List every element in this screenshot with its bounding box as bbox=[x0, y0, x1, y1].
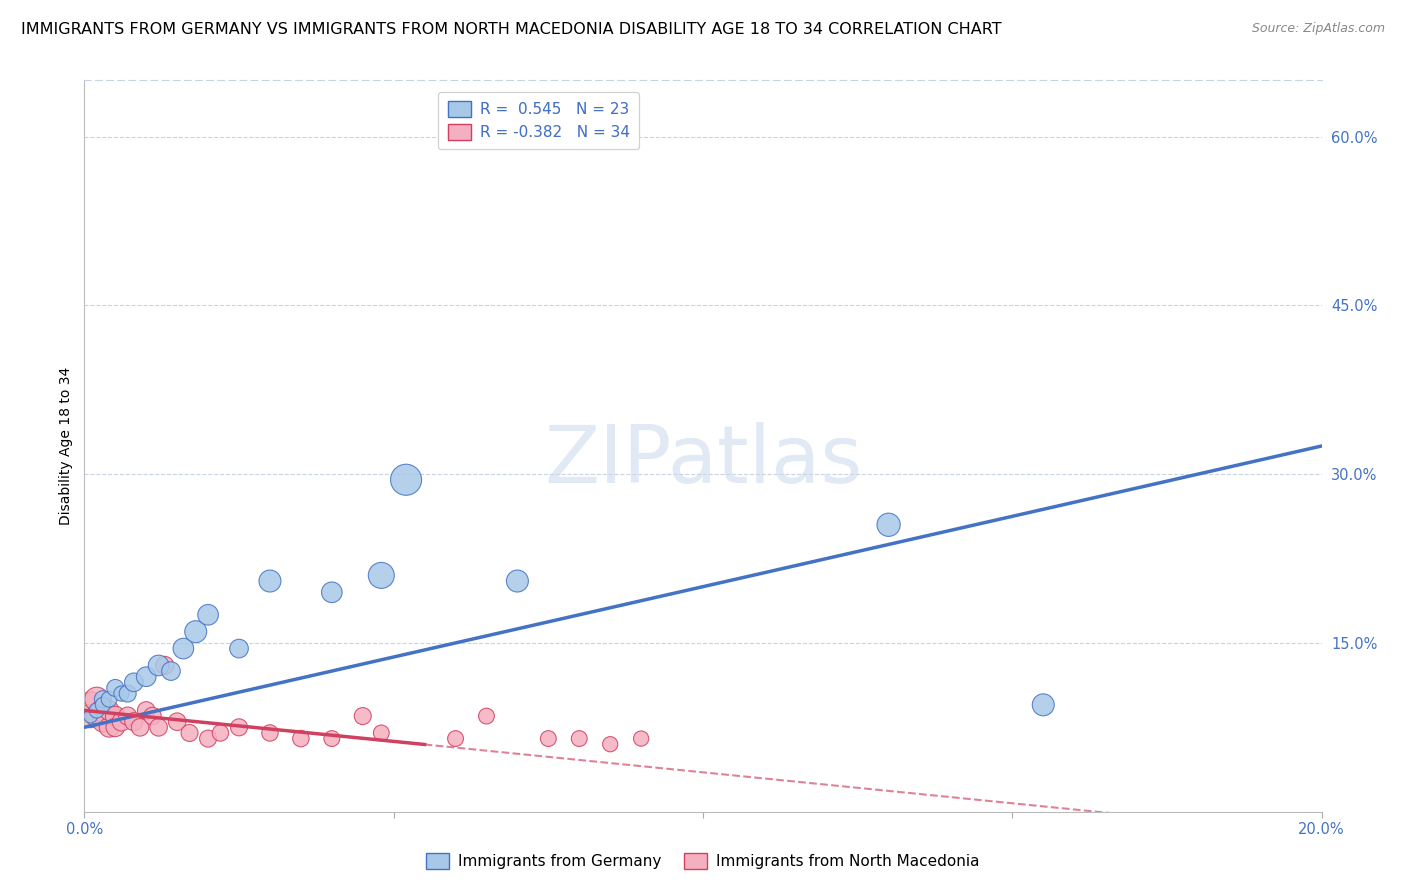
Point bbox=[98, 720, 121, 734]
Y-axis label: Disability Age 18 to 34: Disability Age 18 to 34 bbox=[59, 367, 73, 525]
Point bbox=[91, 714, 114, 729]
Point bbox=[153, 658, 176, 673]
Point bbox=[122, 675, 145, 690]
Point bbox=[228, 720, 250, 734]
Point bbox=[568, 731, 591, 746]
Point bbox=[370, 726, 392, 740]
Point bbox=[135, 703, 157, 717]
Point bbox=[79, 709, 101, 723]
Point bbox=[122, 714, 145, 729]
Point bbox=[91, 703, 114, 717]
Point bbox=[141, 709, 163, 723]
Point bbox=[475, 709, 498, 723]
Point bbox=[537, 731, 560, 746]
Point bbox=[290, 731, 312, 746]
Point bbox=[79, 698, 101, 712]
Point bbox=[148, 658, 170, 673]
Point bbox=[79, 709, 101, 723]
Point bbox=[630, 731, 652, 746]
Point bbox=[197, 607, 219, 622]
Point bbox=[877, 517, 900, 532]
Point bbox=[104, 681, 127, 695]
Point bbox=[104, 709, 127, 723]
Point bbox=[91, 692, 114, 706]
Point bbox=[110, 687, 132, 701]
Text: IMMIGRANTS FROM GERMANY VS IMMIGRANTS FROM NORTH MACEDONIA DISABILITY AGE 18 TO : IMMIGRANTS FROM GERMANY VS IMMIGRANTS FR… bbox=[21, 22, 1001, 37]
Point bbox=[321, 585, 343, 599]
Point bbox=[160, 664, 183, 678]
Point bbox=[197, 731, 219, 746]
Point bbox=[179, 726, 201, 740]
Point bbox=[599, 737, 621, 751]
Point bbox=[444, 731, 467, 746]
Point bbox=[321, 731, 343, 746]
Point bbox=[209, 726, 232, 740]
Point bbox=[259, 726, 281, 740]
Legend: Immigrants from Germany, Immigrants from North Macedonia: Immigrants from Germany, Immigrants from… bbox=[420, 847, 986, 875]
Point bbox=[104, 720, 127, 734]
Point bbox=[86, 692, 108, 706]
Point bbox=[148, 720, 170, 734]
Point bbox=[91, 698, 114, 712]
Legend: R =  0.545   N = 23, R = -0.382   N = 34: R = 0.545 N = 23, R = -0.382 N = 34 bbox=[439, 92, 638, 149]
Point bbox=[129, 720, 152, 734]
Point bbox=[98, 703, 121, 717]
Point bbox=[166, 714, 188, 729]
Point bbox=[86, 709, 108, 723]
Point bbox=[86, 703, 108, 717]
Point bbox=[395, 473, 418, 487]
Text: Source: ZipAtlas.com: Source: ZipAtlas.com bbox=[1251, 22, 1385, 36]
Point bbox=[506, 574, 529, 588]
Text: ZIPatlas: ZIPatlas bbox=[544, 422, 862, 500]
Point bbox=[98, 692, 121, 706]
Point bbox=[352, 709, 374, 723]
Point bbox=[259, 574, 281, 588]
Point bbox=[228, 641, 250, 656]
Point bbox=[172, 641, 194, 656]
Point bbox=[117, 709, 139, 723]
Point bbox=[1032, 698, 1054, 712]
Point bbox=[117, 687, 139, 701]
Point bbox=[135, 670, 157, 684]
Point bbox=[370, 568, 392, 582]
Point bbox=[110, 714, 132, 729]
Point bbox=[184, 624, 207, 639]
